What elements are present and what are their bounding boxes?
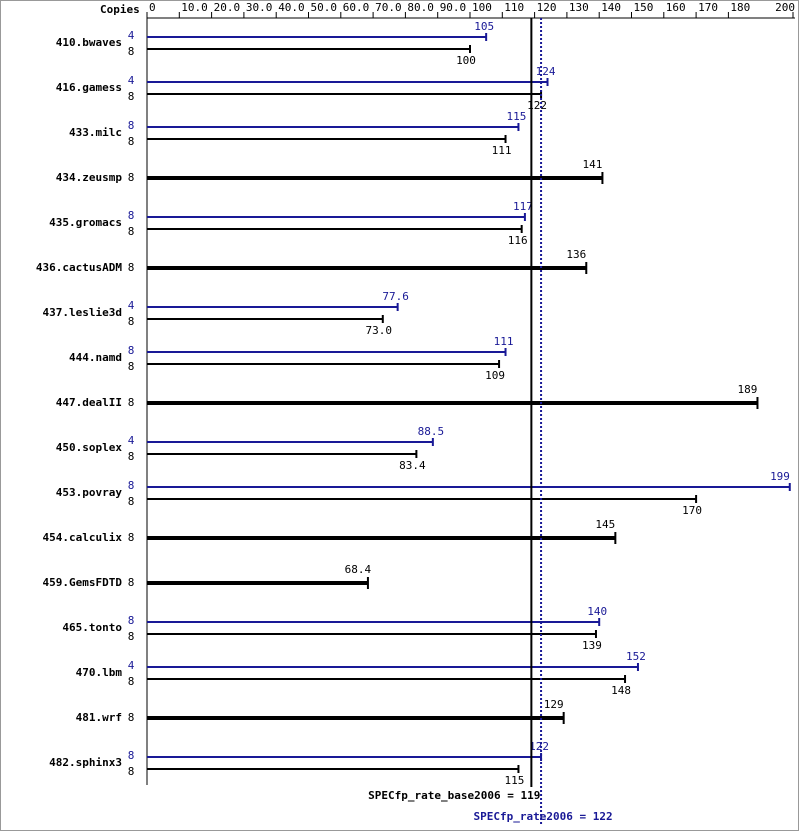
copies: 8	[128, 495, 135, 508]
category-label: 444.namd	[69, 351, 122, 364]
category-label: 454.calculix	[43, 531, 123, 544]
x-tick-label: 10.0	[181, 1, 208, 14]
value-label: 124	[536, 65, 556, 78]
axis-label: Copies	[100, 3, 140, 16]
category-label: 416.gamess	[56, 81, 122, 94]
value-label: 109	[485, 369, 505, 382]
copies: 8	[128, 614, 135, 627]
value-label: 115	[505, 774, 525, 787]
category-label: 447.dealII	[56, 396, 122, 409]
x-tick-label: 140	[601, 1, 621, 14]
value-label: 189	[738, 383, 758, 396]
x-tick-label: 30.0	[246, 1, 273, 14]
value-label: 100	[456, 54, 476, 67]
category-label: 470.lbm	[76, 666, 123, 679]
copies: 8	[128, 749, 135, 762]
copies: 8	[128, 479, 135, 492]
category-label: 437.leslie3d	[43, 306, 122, 319]
copies: 8	[128, 675, 135, 688]
value-label: 73.0	[366, 324, 393, 337]
value-label: 122	[527, 99, 547, 112]
copies: 8	[128, 711, 135, 724]
value-label: 136	[566, 248, 586, 261]
x-tick-label: 40.0	[278, 1, 305, 14]
category-label: 450.soplex	[56, 441, 123, 454]
value-label: 140	[587, 605, 607, 618]
value-label: 105	[474, 20, 494, 33]
x-tick-label: 130	[569, 1, 589, 14]
copies: 8	[128, 360, 135, 373]
category-label: 482.sphinx3	[49, 756, 122, 769]
value-label: 139	[582, 639, 602, 652]
copies: 4	[128, 74, 135, 87]
x-tick-label: 180	[730, 1, 750, 14]
copies: 8	[128, 225, 135, 238]
value-label: 122	[529, 740, 549, 753]
copies: 4	[128, 299, 135, 312]
copies: 4	[128, 659, 135, 672]
value-label: 141	[582, 158, 602, 171]
x-tick-label: 200	[775, 1, 795, 14]
category-label: 435.gromacs	[49, 216, 122, 229]
x-tick-label: 0	[149, 1, 156, 14]
copies: 8	[128, 531, 135, 544]
copies: 4	[128, 434, 135, 447]
copies: 8	[128, 90, 135, 103]
value-label: 83.4	[399, 459, 426, 472]
copies: 8	[128, 396, 135, 409]
copies: 8	[128, 450, 135, 463]
x-tick-label: 20.0	[214, 1, 241, 14]
category-label: 465.tonto	[62, 621, 122, 634]
x-tick-label: 150	[634, 1, 654, 14]
x-tick-label: 110	[504, 1, 524, 14]
copies: 8	[128, 261, 135, 274]
copies: 8	[128, 344, 135, 357]
category-label: 434.zeusmp	[56, 171, 123, 184]
copies: 8	[128, 171, 135, 184]
copies: 8	[128, 315, 135, 328]
x-tick-label: 80.0	[407, 1, 434, 14]
value-label: 152	[626, 650, 646, 663]
category-label: 436.cactusADM	[36, 261, 122, 274]
category-label: 459.GemsFDTD	[43, 576, 123, 589]
x-tick-label: 160	[666, 1, 686, 14]
copies: 8	[128, 209, 135, 222]
value-label: 145	[595, 518, 615, 531]
x-tick-label: 50.0	[311, 1, 338, 14]
reference-label: SPECfp_rate2006 = 122	[474, 810, 613, 823]
copies: 4	[128, 29, 135, 42]
copies: 8	[128, 45, 135, 58]
category-label: 481.wrf	[76, 711, 122, 724]
x-tick-label: 120	[537, 1, 557, 14]
reference-label: SPECfp_rate_base2006 = 119	[368, 789, 540, 802]
value-label: 88.5	[418, 425, 445, 438]
value-label: 116	[508, 234, 528, 247]
value-label: 111	[492, 144, 512, 157]
value-label: 68.4	[345, 563, 372, 576]
value-label: 115	[507, 110, 527, 123]
x-tick-label: 70.0	[375, 1, 402, 14]
copies: 8	[128, 576, 135, 589]
value-label: 148	[611, 684, 631, 697]
x-tick-label: 170	[698, 1, 718, 14]
x-tick-label: 100	[472, 1, 492, 14]
value-label: 77.6	[382, 290, 409, 303]
x-tick-label: 60.0	[343, 1, 370, 14]
copies: 8	[128, 119, 135, 132]
value-label: 199	[770, 470, 790, 483]
value-label: 129	[544, 698, 564, 711]
copies: 8	[128, 135, 135, 148]
copies: 8	[128, 765, 135, 778]
value-label: 117	[513, 200, 533, 213]
category-label: 453.povray	[56, 486, 123, 499]
category-label: 410.bwaves	[56, 36, 122, 49]
category-label: 433.milc	[69, 126, 122, 139]
x-tick-label: 90.0	[440, 1, 467, 14]
copies: 8	[128, 630, 135, 643]
value-label: 170	[682, 504, 702, 517]
value-label: 111	[494, 335, 514, 348]
